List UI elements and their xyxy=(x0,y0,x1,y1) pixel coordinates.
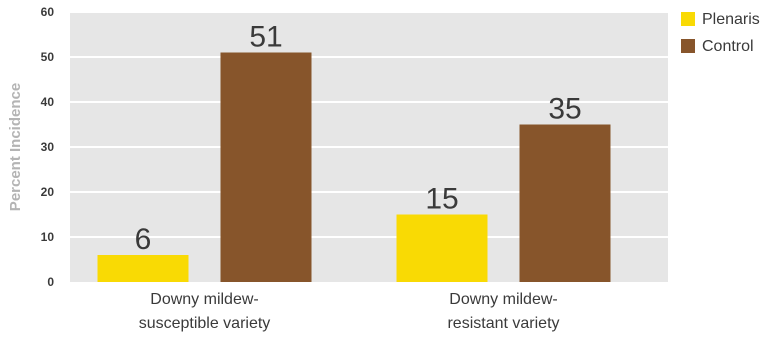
data-labels: 6 51 15 35 xyxy=(135,21,582,257)
y-tick-label: 40 xyxy=(41,95,55,109)
data-label: 15 xyxy=(425,183,458,216)
y-tick-label: 60 xyxy=(41,5,55,19)
category-labels: Downy mildew-susceptible variety Downy mi… xyxy=(139,291,560,332)
category-label: Downy mildew- xyxy=(449,291,557,308)
bar-plenaris xyxy=(97,255,189,282)
y-tick-label: 10 xyxy=(41,230,55,244)
legend: Plenaris Control xyxy=(681,11,760,55)
grid-lines xyxy=(70,11,668,238)
data-label: 51 xyxy=(249,21,282,54)
legend-label-plenaris: Plenaris xyxy=(702,11,760,28)
legend-label-control: Control xyxy=(702,38,754,55)
y-tick-label: 50 xyxy=(41,50,55,64)
y-tick-label: 0 xyxy=(47,275,54,289)
bar-control xyxy=(519,124,611,282)
legend-swatch-control xyxy=(681,39,695,53)
y-tick-label: 30 xyxy=(41,140,55,154)
category-label: resistant variety xyxy=(447,315,559,332)
data-label: 35 xyxy=(548,93,581,126)
category-label: Downy mildew- xyxy=(150,291,258,308)
bar-control xyxy=(220,52,312,282)
y-axis-label: Percent Incidence xyxy=(7,83,24,211)
data-label: 6 xyxy=(135,223,152,256)
legend-swatch-plenaris xyxy=(681,12,695,26)
bar-plenaris xyxy=(396,214,488,282)
y-tick-label: 20 xyxy=(41,185,55,199)
category-label: susceptible variety xyxy=(139,315,271,332)
bars xyxy=(97,52,611,282)
y-axis-ticks: 0 10 20 30 40 50 60 xyxy=(41,5,55,289)
